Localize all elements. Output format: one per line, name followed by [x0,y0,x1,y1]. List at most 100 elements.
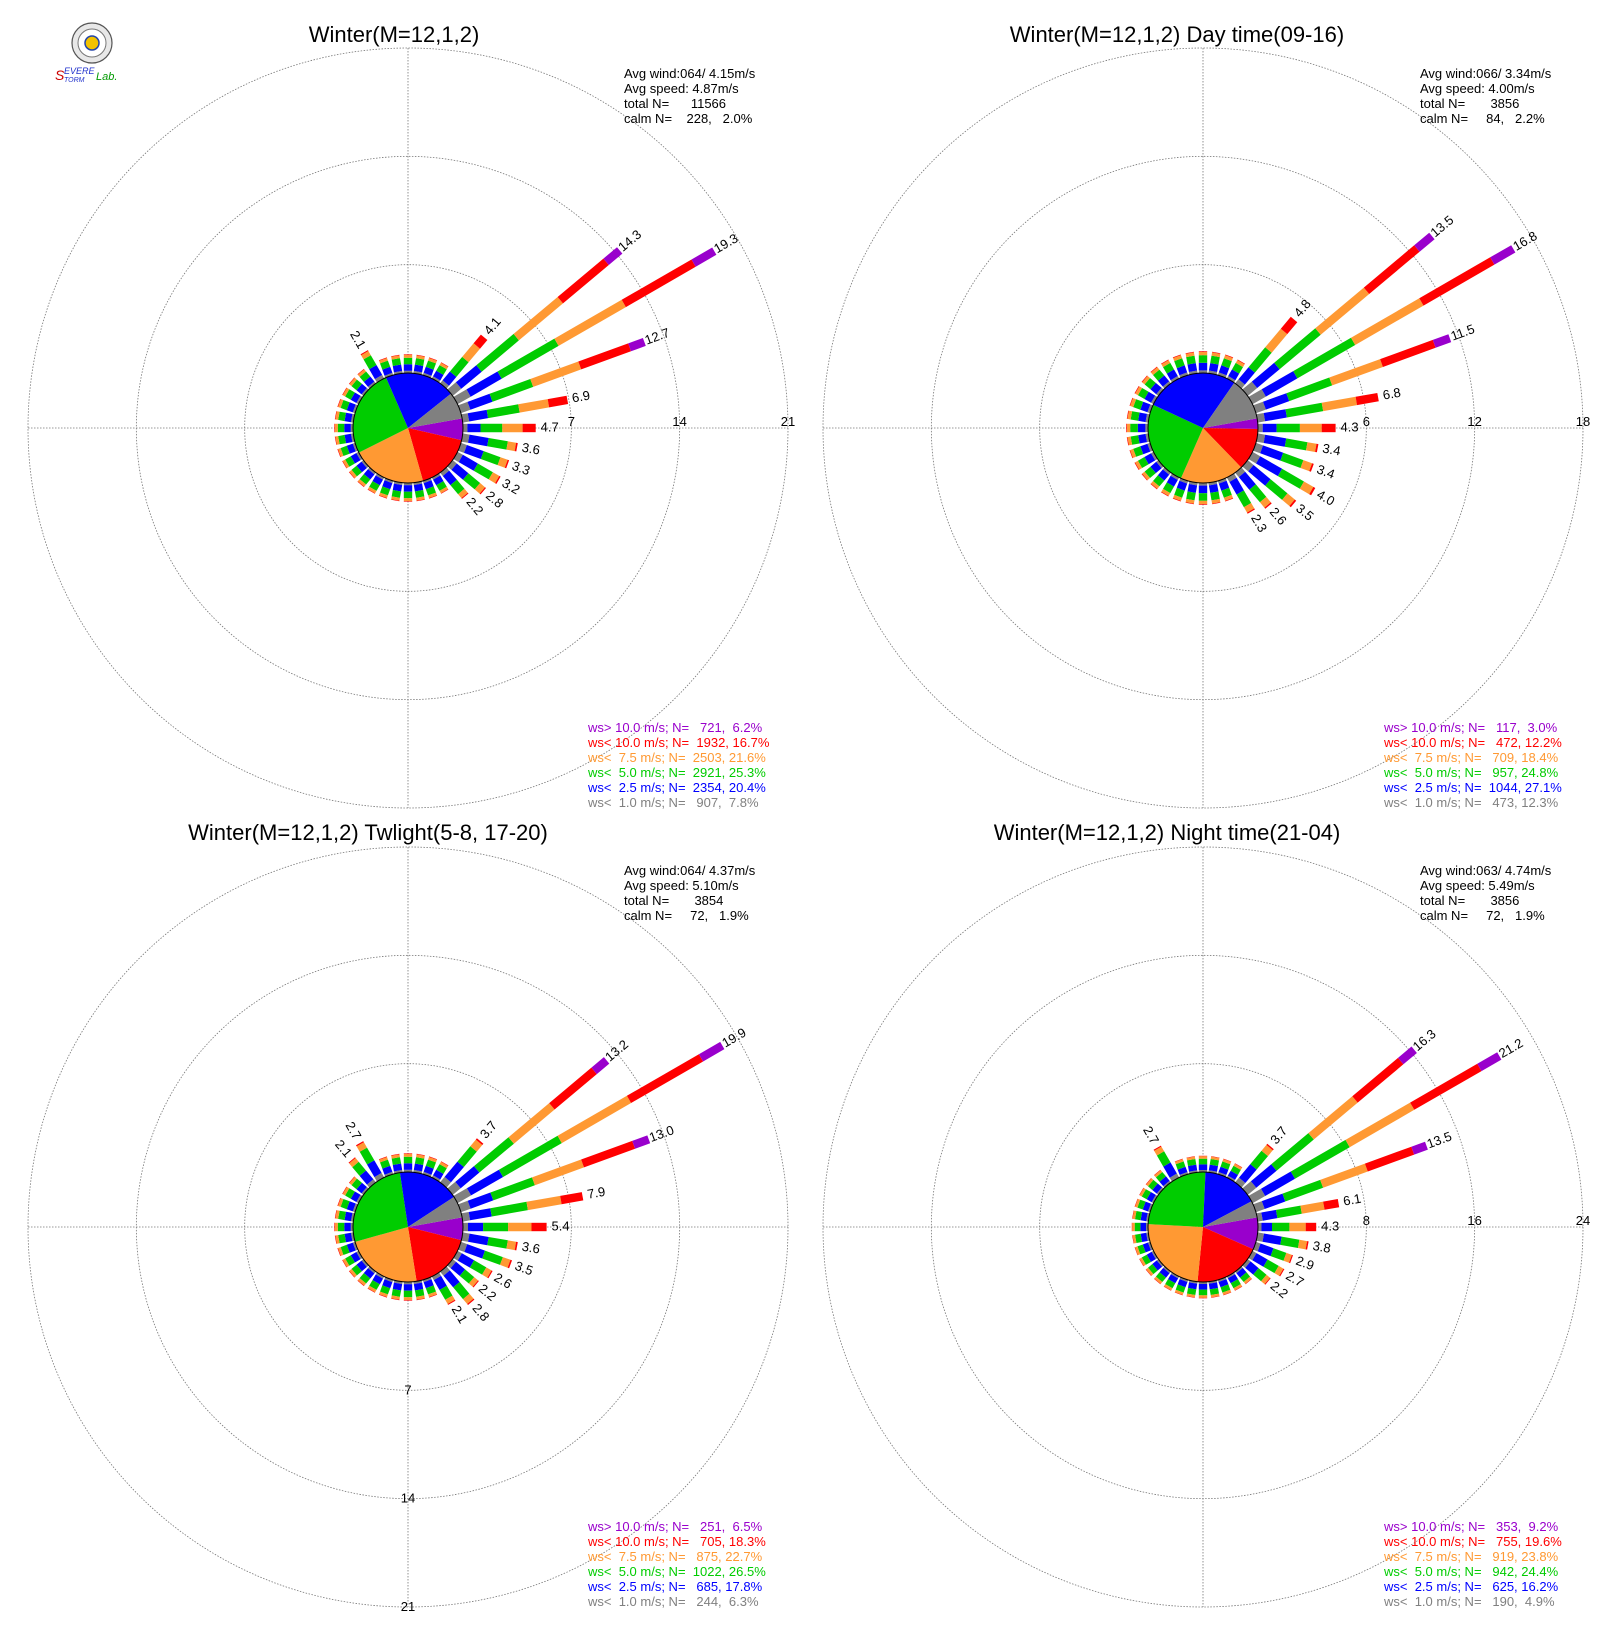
wind-bar-segment [1299,423,1322,433]
wind-bar-segment [344,1232,353,1243]
wind-bar-segment [1139,1187,1144,1196]
wind-bar-segment [1271,1133,1314,1171]
wind-bar-segment [1258,423,1263,433]
wind-bar-segment [391,358,402,366]
wind-bar-segment [1477,1052,1502,1072]
direction-value-label: 3.4 [1315,461,1337,481]
wind-bar-segment [1148,1203,1153,1213]
stats-line: Avg speed: 4.87m/s [624,81,739,96]
wind-bar-segment [488,472,500,484]
wind-bar-segment [1145,1178,1152,1185]
wind-bar-segment [453,451,463,463]
wind-bar-segment [462,343,480,363]
wind-bar-segment [403,1163,413,1170]
wind-bar-segment [1135,1246,1141,1256]
wind-bar-segment [461,413,470,423]
pie-slice [386,372,451,428]
wind-bar-segment [514,1241,518,1251]
direction-value-label: 2.9 [1294,1253,1316,1273]
wind-bar-segment [1165,1279,1176,1289]
wind-bar-segment [368,467,376,475]
pie-slice [352,377,408,453]
wind-bar-segment [379,358,388,364]
wind-bar-segment [1198,485,1208,494]
wind-bar-segment [1245,1261,1259,1275]
wind-bar-segment [359,474,371,485]
wind-bar-segment [1186,491,1196,501]
wind-bar-segment [403,354,413,355]
wind-bar-segment [361,388,369,396]
wind-bar-segment [1232,362,1243,374]
wind-bar-segment [1230,1279,1241,1289]
wind-bar-segment [1248,389,1266,405]
wind-bar-segment [1174,1289,1184,1295]
wind-bar-segment [431,376,441,383]
wind-bar-segment [463,1293,474,1304]
wind-bar-segment [1236,490,1252,508]
ring-label: 7 [568,414,575,429]
wind-bar-segment [1144,391,1156,403]
wind-bar-segment [468,434,489,447]
wind-bar-segment [422,1277,432,1283]
wind-bar-segment [429,1294,438,1298]
wind-bar-segment [357,479,367,487]
wind-bar-segment [375,1272,385,1279]
wind-bar-segment [451,463,469,480]
wind-bar-segment [508,1103,555,1144]
wind-bar-segment [1170,376,1180,383]
wind-bar-segment [1256,1232,1264,1242]
wind-bar-segment [549,1067,597,1110]
severe-storm-lab-logo: S EVERE TORM Lab. [52,22,142,84]
wind-bar-segment [1163,1180,1171,1188]
wind-bar-segment [440,489,449,494]
wind-bar-segment [1208,1282,1218,1290]
wind-bar-segment [392,364,403,373]
wind-bar-segment [335,1235,340,1244]
wind-bar-segment [433,1169,444,1180]
wind-bar-segment [1135,460,1143,470]
wind-bar-segment [337,449,341,458]
wind-bar-segment [1152,1260,1163,1271]
wind-bar-segment [1166,369,1178,381]
wind-bar-segment [475,1138,484,1145]
wind-bar-segment [1137,388,1149,399]
wind-bar-segment [1299,481,1314,495]
wind-bar-segment [483,1222,509,1232]
direction-value-label: 7.9 [586,1184,606,1202]
wind-bar-segment [1135,386,1143,396]
wind-bar-segment [436,365,447,375]
wind-bar-segment [413,1280,423,1285]
wind-bar-segment [1140,401,1151,413]
wind-bar-segment [621,259,696,308]
wind-bar-segment [461,433,470,443]
direction-value-label: 2.8 [469,1301,492,1324]
pie-slice [1147,404,1203,479]
wind-bar-segment [1163,362,1174,374]
stats-line: Avg speed: 5.49m/s [1420,878,1535,893]
wind-rose-panel-1: 7 14 214.114.3 19.312.76.94.73.63.33.22.82.… [27,22,795,810]
wind-bar-segment [1172,498,1181,502]
wind-bar-segment [1163,1162,1177,1178]
ring-label: 6 [1363,414,1370,429]
wind-bar-segment [1161,359,1169,365]
direction-value-label: 11.5 [1449,321,1477,343]
wind-bar-segment [464,445,484,459]
wind-bar-segment [1218,1166,1229,1175]
wind-bar-segment [403,1156,413,1164]
wind-bar-segment [416,499,425,502]
stats-line: Avg wind:064/ 4.15m/s [624,66,756,81]
wind-bar-segment [1248,347,1272,373]
wind-bar-segment [352,1241,358,1251]
wind-bar-segment [403,498,413,501]
wind-bar-segment [393,1280,403,1285]
wind-bar-segment [348,377,355,385]
wind-bar-segment [1198,1164,1208,1170]
wind-bar-segment [1298,1239,1308,1250]
wind-bar-segment [1321,396,1357,412]
wind-bar-segment [1229,477,1244,495]
wind-bar-segment [345,1188,355,1199]
wind-bar-segment [431,1175,441,1182]
wind-bar-segment [506,441,517,452]
wind-bar-segment [403,501,413,502]
direction-value-label: 16.8 [1510,228,1539,254]
